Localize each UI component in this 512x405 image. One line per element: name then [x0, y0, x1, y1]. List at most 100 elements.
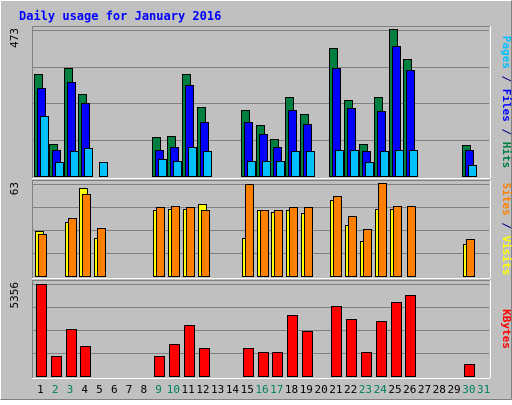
x-tick-label: 17	[270, 383, 283, 396]
legend-part: Hits	[500, 142, 512, 169]
bar-pages-day-22	[350, 150, 359, 177]
bar-kbytes-day-9	[154, 356, 165, 377]
panel-max-label: 473	[8, 28, 21, 48]
bar-sites-day-5	[97, 228, 106, 277]
legend-part: /	[500, 69, 512, 89]
x-tick-label: 1	[37, 383, 44, 396]
x-tick-label: 16	[255, 383, 268, 396]
x-axis: 1 2 3 4 5 6 7 8 9 10 11 12 13 14 15 16 17 18 19 20 21 22 23 24 2…	[37, 383, 490, 396]
x-tick-label: 30	[462, 383, 475, 396]
bar-kbytes-day-4	[80, 346, 91, 377]
bar-kbytes-day-23	[361, 352, 372, 377]
bar-kbytes-day-26	[405, 295, 416, 377]
legend-part: /	[500, 216, 512, 236]
bar-kbytes-day-17	[272, 352, 283, 377]
x-tick-label: 11	[182, 383, 195, 396]
bar-kbytes-day-21	[331, 306, 342, 377]
chart-title: Daily usage for January 2016	[19, 9, 221, 23]
x-tick-label: 25	[388, 383, 401, 396]
x-tick-label: 18	[285, 383, 298, 396]
bar-kbytes-day-16	[258, 352, 269, 377]
panel-visits: 63 Sites / Visits	[8, 180, 512, 279]
bar-sites-day-16	[260, 210, 269, 277]
bar-sites-day-12	[201, 210, 210, 277]
bar-kbytes-day-25	[391, 302, 402, 377]
x-tick-label: 24	[374, 383, 388, 396]
panel-hits: 473 Pages / Files / Hits	[8, 26, 512, 179]
bar-pages-day-12	[203, 151, 212, 177]
x-tick-label: 13	[211, 383, 224, 396]
bar-pages-day-18	[291, 151, 300, 177]
legend-part: Sites	[500, 183, 512, 216]
bar-sites-day-25	[393, 206, 402, 277]
bar-sites-day-26	[407, 206, 416, 277]
legend-part: KBytes	[500, 309, 512, 349]
x-tick-label: 12	[196, 383, 209, 396]
bar-kbytes-day-24	[376, 321, 387, 377]
x-tick-label: 4	[81, 383, 88, 396]
x-tick-label: 2	[52, 383, 59, 396]
bar-pages-day-10	[173, 161, 182, 177]
bar-pages-day-5	[99, 162, 108, 177]
bar-pages-day-24	[380, 151, 389, 177]
x-tick-label: 22	[344, 383, 357, 396]
legend-part: Pages	[500, 36, 512, 69]
bar-kbytes-day-10	[169, 344, 180, 377]
bar-kbytes-day-30	[464, 364, 475, 377]
bar-kbytes-day-11	[184, 325, 195, 377]
bar-pages-day-1	[40, 116, 49, 177]
bar-pages-day-19	[306, 151, 315, 177]
bar-pages-day-16	[262, 161, 271, 177]
x-tick-label: 27	[418, 383, 431, 396]
bar-sites-day-24	[378, 183, 387, 277]
bar-pages-day-30	[468, 165, 477, 177]
bar-kbytes-day-3	[66, 329, 77, 377]
bar-kbytes-day-15	[243, 348, 254, 377]
x-tick-label: 10	[167, 383, 180, 396]
x-tick-label: 19	[300, 383, 313, 396]
legend-part: Files	[500, 89, 512, 122]
x-tick-label: 14	[226, 383, 240, 396]
bar-sites-day-23	[363, 229, 372, 277]
bar-pages-day-2	[55, 162, 64, 177]
bar-kbytes-day-22	[346, 319, 357, 377]
panel-max-label: 5356	[8, 282, 21, 309]
bar-sites-day-1	[38, 234, 47, 277]
bar-pages-day-23	[365, 162, 374, 177]
x-tick-label: 31	[477, 383, 490, 396]
bar-kbytes-day-2	[51, 356, 62, 377]
bar-sites-day-11	[186, 207, 195, 277]
bar-sites-day-30	[466, 239, 475, 277]
bar-sites-day-3	[68, 218, 77, 277]
bar-pages-day-9	[158, 159, 167, 177]
bar-kbytes-day-1	[36, 284, 47, 377]
bar-kbytes-day-19	[302, 331, 313, 377]
panel-legend-label: Sites / Visits	[500, 183, 512, 276]
legend-part: Visits	[500, 236, 512, 276]
bar-sites-day-4	[82, 194, 91, 277]
panel-legend-label: KBytes	[500, 309, 512, 349]
x-tick-label: 29	[447, 383, 460, 396]
x-tick-label: 3	[67, 383, 74, 396]
bar-pages-day-21	[335, 150, 344, 177]
bar-sites-day-22	[348, 216, 357, 277]
panel-legend-label: Pages / Files / Hits	[500, 36, 512, 169]
bar-pages-day-11	[188, 147, 197, 177]
bar-sites-day-18	[289, 207, 298, 277]
bar-sites-day-21	[333, 196, 342, 277]
legend-part: /	[500, 122, 512, 142]
bar-pages-day-15	[247, 161, 256, 177]
bar-pages-day-26	[409, 150, 418, 177]
x-tick-label: 8	[140, 383, 147, 396]
bar-kbytes-day-12	[199, 348, 210, 377]
x-tick-label: 7	[126, 383, 133, 396]
x-tick-label: 20	[314, 383, 327, 396]
bar-pages-day-25	[395, 150, 404, 177]
bar-sites-day-15	[245, 184, 254, 277]
x-tick-label: 15	[241, 383, 254, 396]
bar-pages-day-17	[276, 161, 285, 177]
panels-layer: 473 Pages / Files / Hits 63 Sites / Visits 5…	[8, 26, 512, 379]
bar-pages-day-4	[84, 148, 93, 177]
x-tick-label: 21	[329, 383, 342, 396]
